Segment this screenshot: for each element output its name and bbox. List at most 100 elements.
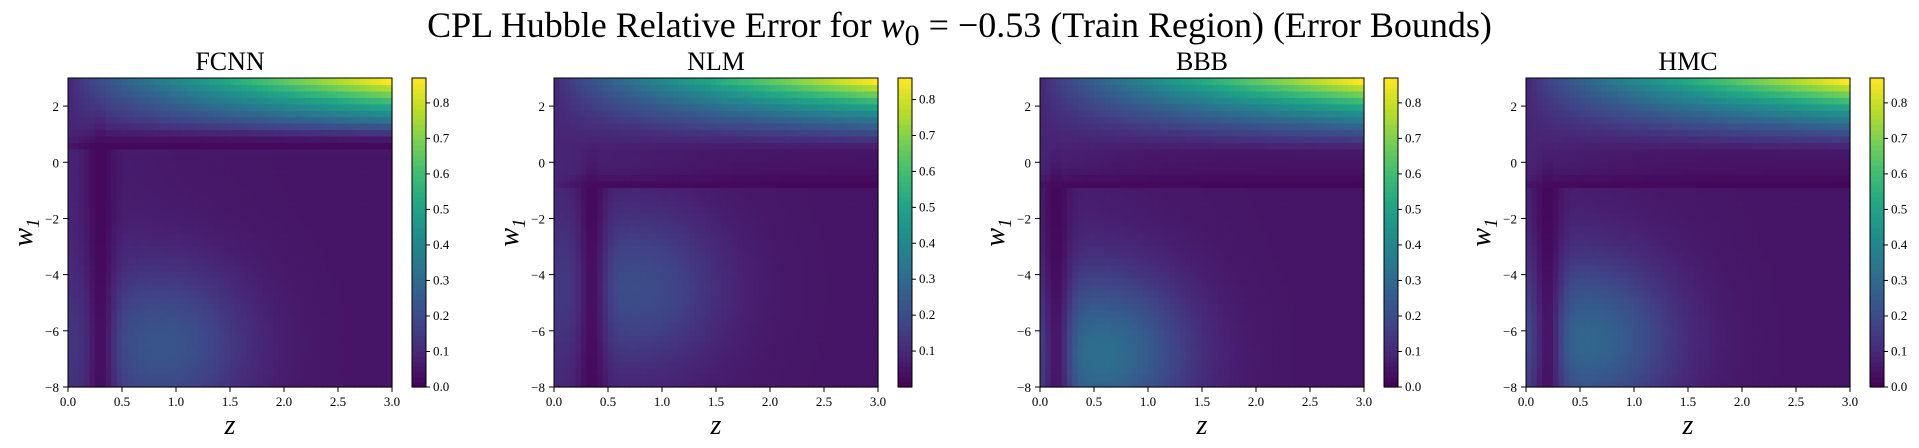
heatmap-cell	[267, 374, 274, 382]
heatmap-cell	[235, 290, 242, 298]
heatmap-cell	[343, 284, 350, 292]
heatmap-cell	[278, 200, 285, 208]
heatmap-cell	[224, 174, 231, 182]
heatmap-cell	[170, 232, 177, 240]
heatmap-cell	[618, 335, 625, 343]
heatmap-cell	[262, 251, 269, 259]
heatmap-cell	[165, 187, 172, 195]
heatmap-cell	[635, 341, 641, 349]
heatmap-cell	[95, 84, 101, 92]
heatmap-cell	[143, 110, 150, 118]
heatmap-cell	[219, 335, 226, 343]
heatmap-cell	[116, 277, 123, 285]
heatmap-cell	[586, 251, 593, 259]
heatmap-cell	[662, 226, 668, 234]
heatmap-cell	[68, 174, 74, 182]
heatmap-cell	[586, 226, 593, 234]
heatmap-cell	[111, 296, 118, 304]
heatmap-cell	[246, 316, 253, 324]
heatmap-cell	[753, 316, 760, 324]
heatmap-cell	[170, 258, 177, 266]
heatmap-cell	[122, 116, 128, 124]
heatmap-cell	[705, 251, 712, 259]
heatmap-cell	[608, 90, 614, 98]
heatmap-cell	[208, 296, 215, 304]
heatmap-cell	[338, 219, 344, 227]
heatmap-cell	[300, 187, 307, 195]
heatmap-cell	[176, 380, 182, 388]
heatmap-cell	[84, 110, 91, 118]
heatmap-cell	[84, 129, 91, 137]
heatmap-cell	[597, 123, 604, 131]
heatmap-cell	[554, 213, 560, 221]
heatmap-cell	[127, 341, 134, 349]
heatmap-cell	[732, 354, 739, 362]
heatmap-cell	[111, 116, 118, 124]
heatmap-cell	[624, 374, 631, 382]
heatmap-cell	[581, 193, 587, 201]
heatmap-cell	[219, 200, 226, 208]
heatmap-cell	[278, 84, 285, 92]
heatmap-cell	[748, 78, 755, 86]
heatmap-cell	[365, 354, 371, 362]
heatmap-cell	[170, 84, 177, 92]
heatmap-cell	[68, 296, 74, 304]
heatmap-cell	[132, 361, 139, 369]
heatmap-cell	[186, 193, 193, 201]
heatmap-cell	[732, 97, 739, 105]
heatmap-cell	[359, 290, 366, 298]
heatmap-cell	[321, 361, 328, 369]
heatmap-cell	[305, 316, 312, 324]
heatmap-cell	[570, 90, 577, 98]
heatmap-cell	[694, 206, 701, 214]
heatmap-cell	[683, 316, 690, 324]
heatmap-cell	[726, 284, 733, 292]
heatmap-cell	[192, 187, 199, 195]
heatmap-cell	[100, 213, 107, 221]
heatmap-cell	[759, 284, 766, 292]
heatmap-cell	[311, 264, 317, 272]
heatmap-cell	[246, 329, 253, 337]
heatmap-cell	[743, 258, 749, 266]
heatmap-cell	[667, 277, 674, 285]
heatmap-cell	[381, 322, 388, 330]
heatmap-cell	[381, 213, 388, 221]
heatmap-cell	[100, 232, 107, 240]
heatmap-cell	[89, 110, 96, 118]
heatmap-cell	[370, 303, 377, 311]
heatmap-cell	[645, 264, 652, 272]
heatmap-cell	[591, 341, 598, 349]
heatmap-cell	[284, 245, 290, 253]
heatmap-cell	[321, 341, 328, 349]
heatmap-cell	[230, 309, 236, 317]
heatmap-cell	[235, 193, 242, 201]
heatmap-cell	[699, 78, 706, 86]
heatmap-cell	[359, 264, 366, 272]
heatmap-cell	[640, 361, 647, 369]
heatmap-cell	[678, 155, 685, 163]
heatmap-cell	[95, 316, 101, 324]
heatmap-cell	[305, 251, 312, 259]
heatmap-cell	[224, 148, 231, 156]
heatmap-cell	[667, 380, 674, 388]
heatmap-cell	[618, 78, 625, 86]
heatmap-cell	[305, 380, 312, 388]
heatmap-cell	[743, 277, 749, 285]
heatmap-cell	[176, 264, 182, 272]
heatmap-cell	[375, 78, 382, 86]
heatmap-cell	[192, 232, 199, 240]
heatmap-cell	[132, 219, 139, 227]
heatmap-cell	[197, 123, 204, 131]
heatmap-cell	[143, 374, 150, 382]
heatmap-cell	[246, 322, 253, 330]
heatmap-cell	[381, 78, 388, 86]
heatmap-cell	[338, 284, 344, 292]
heatmap-cell	[159, 219, 166, 227]
heatmap-cell	[89, 213, 96, 221]
heatmap-cell	[219, 316, 226, 324]
heatmap-cell	[289, 148, 296, 156]
heatmap-cell	[629, 258, 636, 266]
heatmap-cell	[251, 245, 258, 253]
heatmap-cell	[597, 181, 604, 189]
heatmap-cell	[186, 348, 193, 356]
